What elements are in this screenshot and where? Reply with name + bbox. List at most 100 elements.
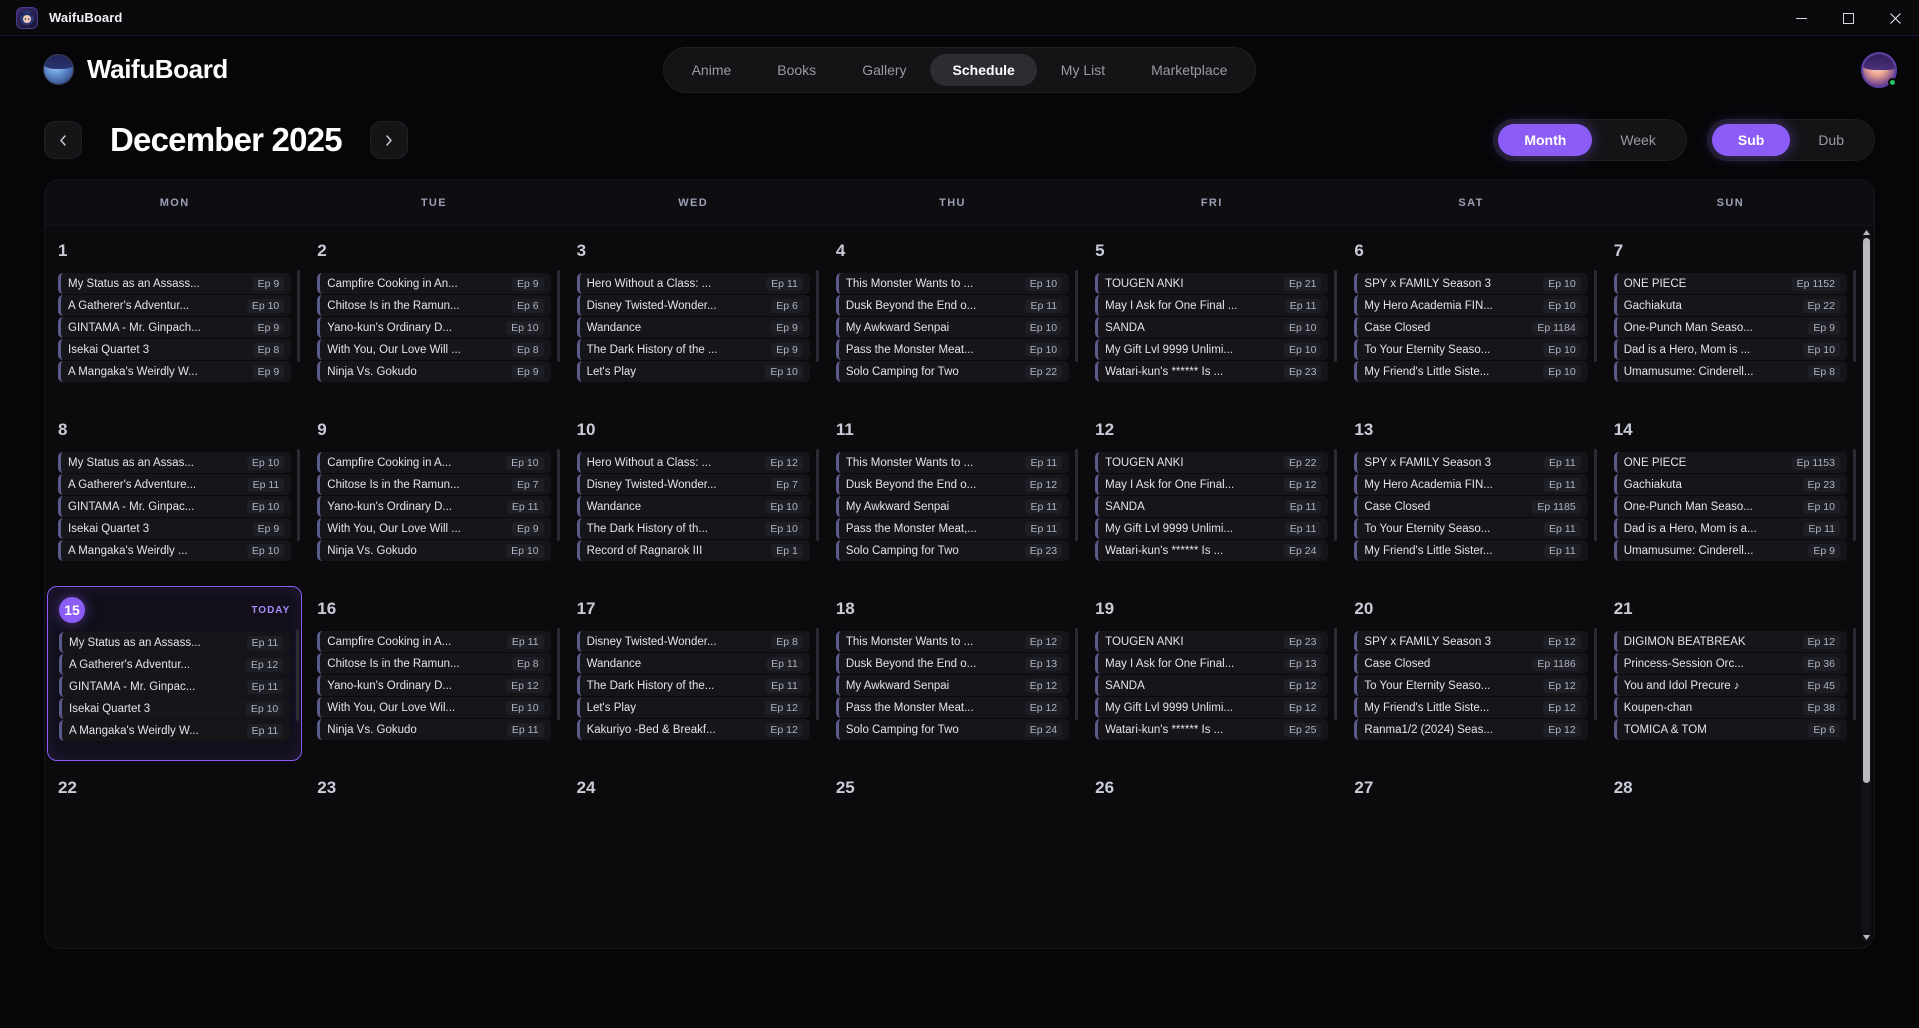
schedule-event[interactable]: Princess-Session Orc... Ep 36: [1613, 653, 1847, 674]
nav-item-schedule[interactable]: Schedule: [930, 53, 1037, 86]
schedule-event[interactable]: My Awkward Senpai Ep 10: [835, 317, 1070, 338]
schedule-event[interactable]: Kakuriyo -Bed & Breakf... Ep 12: [576, 719, 810, 740]
schedule-event[interactable]: To Your Eternity Seaso... Ep 12: [1354, 675, 1588, 696]
schedule-event[interactable]: My Awkward Senpai Ep 11: [835, 496, 1070, 517]
previous-month-button[interactable]: [44, 121, 82, 159]
schedule-event[interactable]: Chitose Is in the Ramun... Ep 7: [317, 474, 551, 495]
day-events-scrollbar[interactable]: [1593, 628, 1597, 720]
schedule-event[interactable]: My Status as an Assass... Ep 11: [59, 632, 291, 653]
schedule-event[interactable]: Wandance Ep 9: [576, 317, 810, 338]
schedule-event[interactable]: Case Closed Ep 1185: [1354, 496, 1588, 517]
schedule-event[interactable]: Campfire Cooking in A... Ep 10: [317, 452, 551, 473]
schedule-event[interactable]: The Dark History of the... Ep 11: [576, 675, 810, 696]
schedule-event[interactable]: ONE PIECE Ep 1153: [1613, 452, 1847, 473]
day-events-scrollbar[interactable]: [1075, 449, 1079, 541]
schedule-event[interactable]: Campfire Cooking in An... Ep 9: [317, 273, 551, 294]
schedule-event[interactable]: My Status as an Assass... Ep 9: [58, 273, 292, 294]
day-events-scrollbar[interactable]: [815, 449, 819, 541]
day-cell-5[interactable]: 5 TOUGEN ANKI Ep 21 May I Ask for One Final…: [1084, 228, 1339, 403]
schedule-event[interactable]: My Gift Lvl 9999 Unlimi... Ep 10: [1095, 339, 1329, 360]
day-cell-4[interactable]: 4 This Monster Wants to ... Ep 10 Dusk Beyo…: [825, 228, 1080, 403]
schedule-event[interactable]: With You, Our Love Will ... Ep 9: [317, 518, 551, 539]
day-events-scrollbar[interactable]: [1075, 270, 1079, 362]
schedule-event[interactable]: Dusk Beyond the End o... Ep 13: [835, 653, 1070, 674]
day-events-scrollbar[interactable]: [1593, 270, 1597, 362]
schedule-event[interactable]: Isekai Quartet 3 Ep 8: [58, 339, 292, 360]
schedule-event[interactable]: May I Ask for One Final... Ep 13: [1095, 653, 1329, 674]
schedule-event[interactable]: Watari-kun's ****** Is ... Ep 24: [1095, 540, 1329, 561]
scrollbar-thumb[interactable]: [1863, 238, 1870, 783]
day-cell-9[interactable]: 9 Campfire Cooking in A... Ep 10 Chitose Is…: [306, 407, 561, 582]
schedule-event[interactable]: TOUGEN ANKI Ep 23: [1095, 631, 1329, 652]
schedule-event[interactable]: Watari-kun's ****** Is ... Ep 25: [1095, 719, 1329, 740]
day-events-scrollbar[interactable]: [815, 270, 819, 362]
schedule-event[interactable]: A Mangaka's Weirdly ... Ep 10: [58, 540, 292, 561]
schedule-event[interactable]: Hero Without a Class: ... Ep 12: [576, 452, 810, 473]
view-toggle-month[interactable]: Month: [1498, 124, 1593, 156]
schedule-event[interactable]: To Your Eternity Seaso... Ep 10: [1354, 339, 1588, 360]
schedule-event[interactable]: SPY x FAMILY Season 3 Ep 11: [1354, 452, 1588, 473]
day-cell-21[interactable]: 21 DIGIMON BEATBREAK Ep 12 Princess-Session…: [1603, 586, 1858, 761]
schedule-event[interactable]: TOMICA & TOM Ep 6: [1613, 719, 1847, 740]
schedule-event[interactable]: Ninja Vs. Gokudo Ep 11: [317, 719, 551, 740]
schedule-event[interactable]: DIGIMON BEATBREAK Ep 12: [1613, 631, 1847, 652]
schedule-event[interactable]: TOUGEN ANKI Ep 21: [1095, 273, 1329, 294]
schedule-event[interactable]: Disney Twisted-Wonder... Ep 8: [576, 631, 810, 652]
schedule-event[interactable]: SANDA Ep 12: [1095, 675, 1329, 696]
day-events-scrollbar[interactable]: [1852, 449, 1856, 541]
schedule-event[interactable]: One-Punch Man Seaso... Ep 9: [1613, 317, 1847, 338]
schedule-event[interactable]: Yano-kun's Ordinary D... Ep 11: [317, 496, 551, 517]
schedule-event[interactable]: Let's Play Ep 10: [576, 361, 810, 382]
day-events-scrollbar[interactable]: [1852, 270, 1856, 362]
nav-item-anime[interactable]: Anime: [691, 61, 732, 78]
minimize-button[interactable]: [1778, 0, 1825, 36]
day-cell-20[interactable]: 20 SPY x FAMILY Season 3 Ep 12 Case Closed E…: [1343, 586, 1598, 761]
schedule-event[interactable]: SPY x FAMILY Season 3 Ep 10: [1354, 273, 1588, 294]
schedule-event[interactable]: Isekai Quartet 3 Ep 9: [58, 518, 292, 539]
schedule-event[interactable]: May I Ask for One Final... Ep 12: [1095, 474, 1329, 495]
schedule-event[interactable]: Isekai Quartet 3 Ep 10: [59, 698, 291, 719]
schedule-event[interactable]: A Gatherer's Adventur... Ep 12: [59, 654, 291, 675]
schedule-event[interactable]: My Friend's Little Siste... Ep 12: [1354, 697, 1588, 718]
schedule-event[interactable]: Solo Camping for Two Ep 24: [835, 719, 1070, 740]
schedule-event[interactable]: The Dark History of the ... Ep 9: [576, 339, 810, 360]
schedule-event[interactable]: Solo Camping for Two Ep 23: [835, 540, 1070, 561]
day-events-scrollbar[interactable]: [1075, 628, 1079, 720]
user-avatar-wrap[interactable]: [1861, 51, 1897, 88]
schedule-event[interactable]: Watari-kun's ****** Is ... Ep 23: [1095, 361, 1329, 382]
schedule-event[interactable]: Chitose Is in the Ramun... Ep 8: [317, 653, 551, 674]
day-events-scrollbar[interactable]: [556, 449, 560, 541]
schedule-event[interactable]: My Gift Lvl 9999 Unlimi... Ep 12: [1095, 697, 1329, 718]
schedule-event[interactable]: A Mangaka's Weirdly W... Ep 9: [58, 361, 292, 382]
day-events-scrollbar[interactable]: [296, 629, 300, 721]
nav-item-my-list[interactable]: My List: [1060, 61, 1106, 78]
schedule-event[interactable]: Pass the Monster Meat... Ep 10: [835, 339, 1070, 360]
day-cell-10[interactable]: 10 Hero Without a Class: ... Ep 12 Disney T…: [566, 407, 821, 582]
day-events-scrollbar[interactable]: [1593, 449, 1597, 541]
day-cell-22[interactable]: 22: [47, 765, 302, 940]
schedule-event[interactable]: SANDA Ep 10: [1095, 317, 1329, 338]
schedule-event[interactable]: Wandance Ep 10: [576, 496, 810, 517]
schedule-event[interactable]: Dad is a Hero, Mom is a... Ep 11: [1613, 518, 1847, 539]
day-cell-25[interactable]: 25: [825, 765, 1080, 940]
day-cell-18[interactable]: 18 This Monster Wants to ... Ep 12 Dusk Bey…: [825, 586, 1080, 761]
schedule-event[interactable]: The Dark History of th... Ep 10: [576, 518, 810, 539]
schedule-event[interactable]: Ranma1/2 (2024) Seas... Ep 12: [1354, 719, 1588, 740]
day-cell-11[interactable]: 11 This Monster Wants to ... Ep 11 Dusk Bey…: [825, 407, 1080, 582]
schedule-event[interactable]: Wandance Ep 11: [576, 653, 810, 674]
day-events-scrollbar[interactable]: [1334, 270, 1338, 362]
avatar[interactable]: [1861, 51, 1897, 88]
day-events-scrollbar[interactable]: [815, 628, 819, 720]
schedule-event[interactable]: ONE PIECE Ep 1152: [1613, 273, 1847, 294]
day-cell-14[interactable]: 14 ONE PIECE Ep 1153 Gachiakuta Ep 23 One-Pun…: [1603, 407, 1858, 582]
schedule-event[interactable]: My Awkward Senpai Ep 12: [835, 675, 1070, 696]
schedule-event[interactable]: Disney Twisted-Wonder... Ep 7: [576, 474, 810, 495]
day-cell-16[interactable]: 16 Campfire Cooking in A... Ep 11 Chitose I…: [306, 586, 561, 761]
schedule-event[interactable]: Record of Ragnarok III Ep 1: [576, 540, 810, 561]
day-events-scrollbar[interactable]: [297, 270, 301, 362]
schedule-event[interactable]: Ninja Vs. Gokudo Ep 9: [317, 361, 551, 382]
schedule-event[interactable]: My Friend's Little Sister... Ep 11: [1354, 540, 1588, 561]
day-cell-13[interactable]: 13 SPY x FAMILY Season 3 Ep 11 My Hero Acad…: [1343, 407, 1598, 582]
nav-item-marketplace[interactable]: Marketplace: [1151, 61, 1228, 78]
schedule-event[interactable]: Pass the Monster Meat,... Ep 11: [835, 518, 1070, 539]
